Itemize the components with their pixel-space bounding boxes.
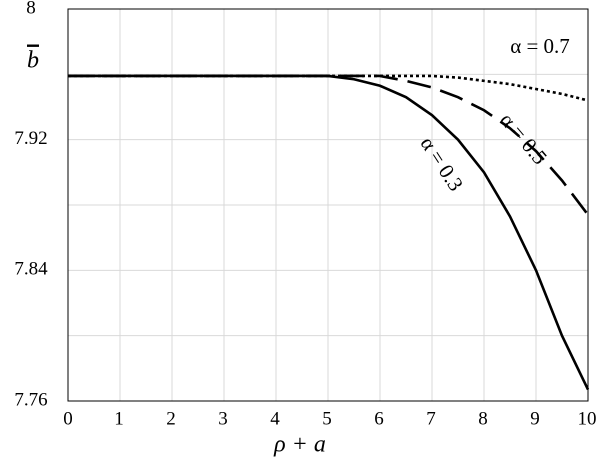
y-axis-label: b	[27, 48, 39, 74]
x-axis-label: ρ + a	[273, 432, 326, 458]
x-tick-label: 6	[374, 408, 384, 429]
x-tick-label: 1	[114, 408, 124, 429]
y-tick-label: 8	[26, 0, 36, 18]
x-tick-label: 10	[578, 408, 597, 429]
x-tick-label: 8	[478, 408, 488, 429]
series-label: α = 0.7	[510, 34, 570, 58]
x-tick-label: 3	[218, 408, 228, 429]
series-label: α = 0.5	[495, 108, 552, 169]
y-tick-label: 7.76	[14, 389, 47, 410]
series-line	[68, 74, 590, 391]
plot-frame	[67, 8, 589, 402]
x-tick-label: 2	[166, 408, 176, 429]
series-line	[68, 74, 590, 216]
x-tick-label: 0	[63, 408, 73, 429]
x-tick-label: 7	[426, 408, 436, 429]
y-tick-label: 7.92	[14, 128, 47, 149]
x-tick-label: 5	[322, 408, 332, 429]
y-tick-label: 7.84	[14, 259, 48, 280]
x-tick-label: 9	[530, 408, 540, 429]
x-tick-label: 4	[270, 408, 280, 429]
series-line	[68, 74, 589, 102]
